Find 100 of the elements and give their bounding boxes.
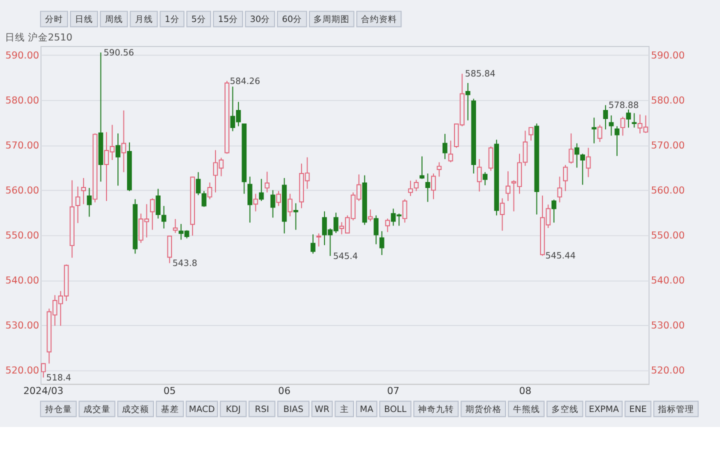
candlestick bbox=[632, 112, 637, 128]
x-tick-label: 05 bbox=[163, 386, 176, 397]
candlestick bbox=[121, 110, 126, 173]
candlestick bbox=[568, 132, 574, 164]
candlestick bbox=[402, 198, 408, 224]
text: 合约资料 bbox=[360, 14, 397, 25]
y2-tick-label: 570.00 bbox=[650, 140, 685, 152]
candlestick bbox=[116, 132, 120, 186]
text: MA bbox=[360, 404, 374, 415]
text: 主 bbox=[340, 404, 349, 415]
text: 分时 bbox=[45, 14, 64, 25]
text: 日线 bbox=[74, 14, 93, 25]
text: 周线 bbox=[104, 14, 123, 25]
candlestick bbox=[408, 180, 413, 197]
text: 多空线 bbox=[551, 404, 578, 415]
candlestick bbox=[597, 124, 602, 142]
x-tick-label: 2024/03 bbox=[23, 386, 64, 397]
y2-tick-label: 540.00 bbox=[650, 276, 685, 287]
candlestick bbox=[310, 234, 316, 254]
candlestick bbox=[207, 182, 212, 200]
text: BOLL bbox=[384, 404, 407, 415]
text: 多周期图 bbox=[314, 14, 350, 25]
text: 15分 bbox=[218, 14, 238, 25]
candlestick bbox=[253, 193, 258, 212]
candlestick bbox=[75, 186, 80, 224]
candlestick bbox=[500, 198, 505, 232]
candlestick bbox=[586, 147, 591, 178]
candlestick bbox=[608, 114, 614, 136]
candlestick bbox=[288, 193, 292, 217]
candlestick bbox=[552, 199, 556, 224]
text: 期货价格 bbox=[465, 404, 502, 415]
y-tick-label: 590.00 bbox=[5, 50, 40, 62]
candlestick bbox=[574, 142, 580, 168]
text: MACD bbox=[188, 404, 216, 415]
y-tick-label: 530.00 bbox=[5, 320, 40, 332]
text: ENE bbox=[629, 404, 647, 415]
candlestick bbox=[293, 202, 298, 230]
text: 5分 bbox=[191, 14, 206, 25]
annotation: 545.44 bbox=[545, 252, 576, 262]
text: 60分 bbox=[282, 14, 302, 25]
y2-tick-label: 580.00 bbox=[650, 95, 685, 106]
candlestick bbox=[270, 190, 276, 218]
candlestick bbox=[626, 109, 631, 128]
candlestick bbox=[592, 117, 596, 144]
y2-tick-label: 590.00 bbox=[650, 50, 685, 62]
annotation: 584.26 bbox=[230, 76, 260, 87]
text: EXPMA bbox=[588, 404, 619, 415]
text: 神奇九转 bbox=[418, 404, 454, 415]
candlestick bbox=[465, 82, 470, 121]
x-tick-label: 06 bbox=[278, 386, 290, 397]
text: BIAS bbox=[283, 404, 304, 415]
text: 牛熊线 bbox=[512, 404, 540, 415]
y-tick-label: 560.00 bbox=[5, 186, 40, 197]
candlestick bbox=[603, 104, 608, 130]
y-tick-label: 570.00 bbox=[5, 140, 40, 152]
candlestick bbox=[614, 126, 620, 156]
candlestick bbox=[161, 205, 166, 229]
candlestick bbox=[620, 116, 626, 136]
candlestick bbox=[528, 126, 534, 142]
candlestick bbox=[40, 362, 46, 378]
annotation: 518.4 bbox=[46, 373, 72, 384]
candlestick bbox=[414, 179, 419, 192]
candlestick bbox=[436, 162, 442, 178]
y2-tick-label: 520.00 bbox=[650, 366, 685, 377]
y2-tick-label: 550.00 bbox=[650, 230, 685, 242]
candlestick bbox=[482, 172, 488, 186]
candlestick bbox=[420, 156, 424, 180]
candlestick bbox=[81, 178, 86, 205]
annotation: 543.8 bbox=[172, 259, 198, 270]
text: 1分 bbox=[164, 14, 180, 25]
y-tick-label: 540.00 bbox=[5, 276, 40, 287]
candlestick bbox=[156, 188, 161, 220]
annotation: 585.84 bbox=[465, 70, 496, 80]
y2-tick-label: 560.00 bbox=[650, 186, 685, 197]
candlestick bbox=[385, 218, 390, 233]
candlestick bbox=[506, 170, 510, 202]
candlestick bbox=[379, 230, 384, 256]
candlestick bbox=[431, 173, 436, 200]
candlestick bbox=[202, 190, 206, 208]
candlestick bbox=[150, 198, 155, 230]
candlestick bbox=[247, 176, 252, 224]
candlestick bbox=[196, 172, 201, 196]
text: WR bbox=[314, 404, 330, 415]
candlestick bbox=[562, 164, 568, 192]
candlestick bbox=[316, 232, 322, 247]
text: 成交量 bbox=[83, 404, 110, 415]
y-tick-label: 520.00 bbox=[5, 366, 40, 377]
text: 基差 bbox=[160, 404, 179, 415]
candlestick bbox=[425, 173, 430, 202]
candlestick bbox=[258, 178, 264, 202]
y-tick-label: 580.00 bbox=[5, 95, 40, 106]
y2-tick-label: 530.00 bbox=[650, 320, 685, 332]
text: 成交额 bbox=[122, 404, 150, 415]
x-tick-label: 07 bbox=[387, 386, 400, 397]
candlestick bbox=[442, 133, 448, 160]
candlestick bbox=[488, 146, 494, 172]
candlestick bbox=[557, 176, 562, 203]
x-tick-label: 08 bbox=[519, 386, 532, 397]
candlestick bbox=[448, 140, 454, 163]
text: 指标管理 bbox=[656, 404, 694, 415]
